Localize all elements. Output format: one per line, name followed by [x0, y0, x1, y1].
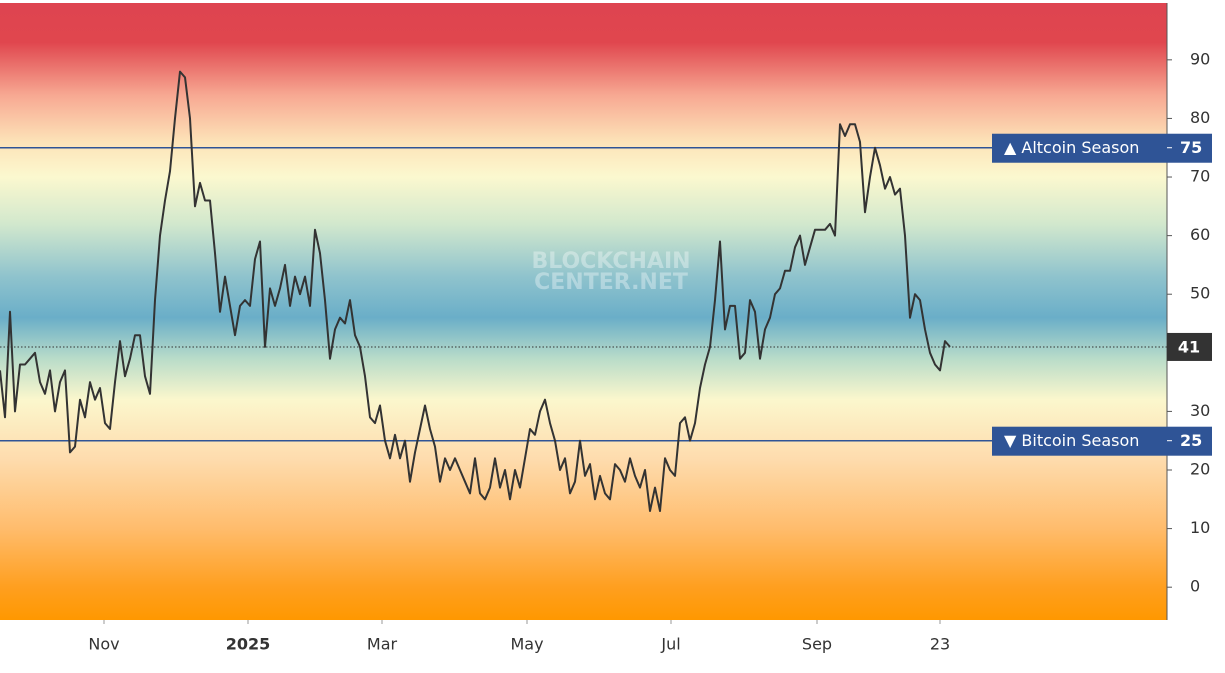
y-tick-label: 80 — [1190, 108, 1210, 127]
reference-value: 25 — [1180, 431, 1202, 450]
current-value-label: 41 — [1178, 337, 1200, 356]
x-tick-label: May — [510, 635, 543, 654]
x-tick-label: Mar — [367, 635, 398, 654]
reference-label: ▼ Bitcoin Season — [1004, 431, 1139, 450]
y-tick-label: 30 — [1190, 401, 1210, 420]
y-tick-label: 50 — [1190, 284, 1210, 303]
plot-background — [0, 3, 1167, 620]
x-tick-label: Sep — [802, 635, 832, 654]
current-value-box — [1167, 332, 1212, 361]
y-tick-label: 0 — [1190, 577, 1200, 596]
y-tick-label: 90 — [1190, 49, 1210, 68]
x-tick-label: 23 — [930, 635, 950, 654]
y-tick-label: 20 — [1190, 459, 1210, 478]
y-tick-label: 60 — [1190, 225, 1210, 244]
y-tick-label: 10 — [1190, 518, 1210, 537]
x-tick-label: Nov — [88, 635, 119, 654]
x-tick-label: 2025 — [226, 635, 271, 654]
watermark: BLOCKCHAIN — [531, 249, 690, 274]
y-tick-label: 70 — [1190, 167, 1210, 186]
data-line — [0, 70, 951, 512]
reference-label-box — [992, 133, 1212, 163]
watermark: CENTER.NET — [534, 270, 688, 295]
reference-value: 75 — [1180, 138, 1202, 157]
reference-label: ▲ Altcoin Season — [1004, 138, 1139, 157]
reference-label-box — [992, 426, 1212, 456]
x-tick-label: Jul — [660, 635, 680, 654]
